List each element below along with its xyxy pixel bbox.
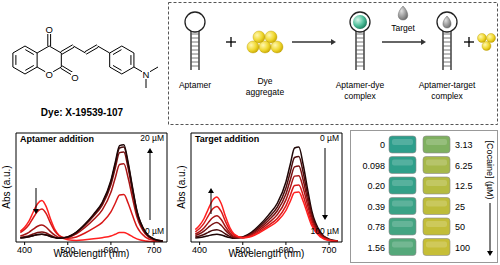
svg-text:Abs (a.u.): Abs (a.u.)	[1, 165, 12, 208]
svg-text:12.5: 12.5	[455, 181, 473, 191]
svg-text:Aptamer: Aptamer	[179, 80, 211, 90]
svg-text:Abs (a.u.): Abs (a.u.)	[176, 165, 187, 208]
svg-text:600: 600	[103, 245, 118, 255]
svg-text:100: 100	[455, 243, 470, 253]
svg-text:700: 700	[322, 245, 337, 255]
svg-text:0.78: 0.78	[367, 222, 385, 232]
svg-text:3.13: 3.13	[455, 140, 473, 150]
svg-text:500: 500	[60, 245, 75, 255]
svg-text:0.20: 0.20	[367, 181, 385, 191]
svg-text:0 µM: 0 µM	[320, 133, 339, 143]
svg-text:0.39: 0.39	[367, 202, 385, 212]
svg-text:Dyeaggregate: Dyeaggregate	[246, 76, 285, 97]
svg-text:Target: Target	[391, 23, 415, 33]
svg-text:O: O	[46, 24, 53, 35]
svg-text:25: 25	[455, 202, 465, 212]
svg-text:Aptamer addition: Aptamer addition	[20, 134, 94, 144]
svg-text:100 µM: 100 µM	[310, 226, 339, 236]
svg-text:50: 50	[455, 222, 465, 232]
svg-text:0: 0	[380, 140, 385, 150]
svg-text:1.56: 1.56	[367, 243, 385, 253]
svg-text:N: N	[143, 69, 150, 80]
svg-text:20 µM: 20 µM	[140, 133, 164, 143]
svg-text:0 µM: 0 µM	[145, 226, 164, 236]
svg-text:Dye: X-19539-107: Dye: X-19539-107	[41, 107, 124, 118]
svg-text:400: 400	[17, 245, 32, 255]
svg-text:Aptamer-dyecomplex: Aptamer-dyecomplex	[336, 80, 385, 101]
svg-text:O: O	[46, 69, 53, 80]
svg-text:O: O	[71, 72, 78, 83]
svg-text:700: 700	[147, 245, 162, 255]
svg-text:6.25: 6.25	[455, 161, 473, 171]
svg-text:400: 400	[192, 245, 207, 255]
svg-text:600: 600	[278, 245, 293, 255]
svg-text:[Cocaine] (µM): [Cocaine] (µM)	[485, 140, 495, 199]
svg-text:Aptamer-targetcomplex: Aptamer-targetcomplex	[419, 80, 476, 101]
svg-text:Wavelength (nm): Wavelength (nm)	[229, 248, 305, 259]
svg-text:Target addition: Target addition	[195, 134, 259, 144]
svg-text:0.098: 0.098	[362, 161, 385, 171]
svg-text:500: 500	[235, 245, 250, 255]
svg-text:Wavelength (nm): Wavelength (nm)	[54, 248, 130, 259]
